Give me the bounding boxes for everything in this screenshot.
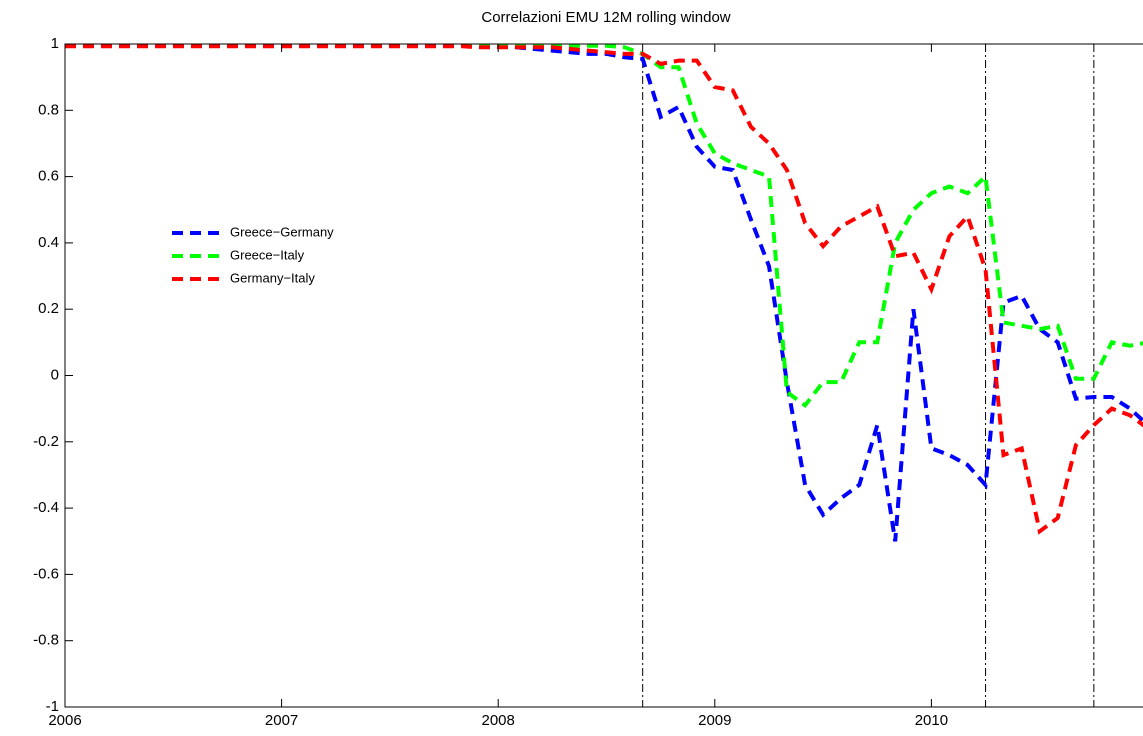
y-tick-label: 0.6 <box>38 168 59 185</box>
y-tick-label: -0.2 <box>33 433 59 450</box>
y-tick-label: 1 <box>51 35 59 52</box>
y-tick-label: -0.4 <box>33 499 59 516</box>
y-tick-label: -0.8 <box>33 632 59 649</box>
legend-label: Germany−Italy <box>230 270 315 285</box>
y-tick-label: -1 <box>46 698 59 715</box>
y-tick-label: 0.2 <box>38 300 59 317</box>
legend-label: Greece−Germany <box>230 224 334 239</box>
legend-label: Greece−Italy <box>230 247 305 262</box>
y-tick-label: 0.8 <box>38 101 59 118</box>
x-tick-label: 2008 <box>482 712 515 729</box>
chart-title: Correlazioni EMU 12M rolling window <box>481 9 730 26</box>
y-tick-label: 0 <box>51 366 59 383</box>
x-tick-label: 2007 <box>265 712 298 729</box>
y-tick-label: 0.4 <box>38 234 59 251</box>
y-tick-label: -0.6 <box>33 565 59 582</box>
x-tick-label: 2006 <box>48 712 81 729</box>
series-line <box>65 44 1143 409</box>
x-tick-label: 2009 <box>698 712 731 729</box>
axes-box <box>64 43 1143 708</box>
x-tick-label: 2010 <box>915 712 948 729</box>
plot-area <box>65 44 1143 707</box>
series-line <box>65 44 1143 542</box>
series-line <box>65 44 1143 535</box>
